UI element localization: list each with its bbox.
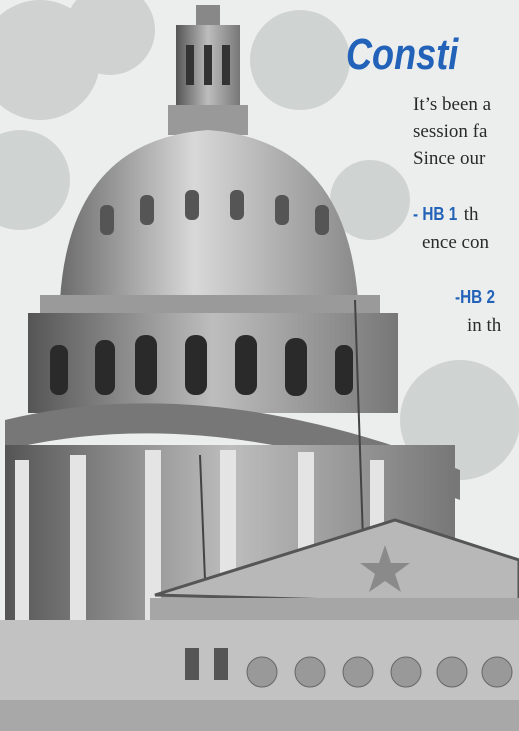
list-item: - HB 1 th — [413, 205, 479, 224]
paragraph-line: Since our — [413, 149, 485, 168]
paragraph-line: session fa — [413, 122, 487, 141]
bill-label: - HB 1 — [413, 205, 457, 223]
page: Consti It’s been a session fa Since our … — [0, 0, 519, 731]
item-text: th — [464, 204, 479, 225]
paragraph-line: It’s been a — [413, 95, 491, 114]
list-item: -HB 2 — [455, 288, 496, 307]
bill-label: -HB 2 — [455, 288, 495, 306]
item-continuation: ence con — [422, 233, 489, 252]
item-continuation: in th — [467, 316, 501, 335]
title: Consti — [346, 30, 458, 80]
